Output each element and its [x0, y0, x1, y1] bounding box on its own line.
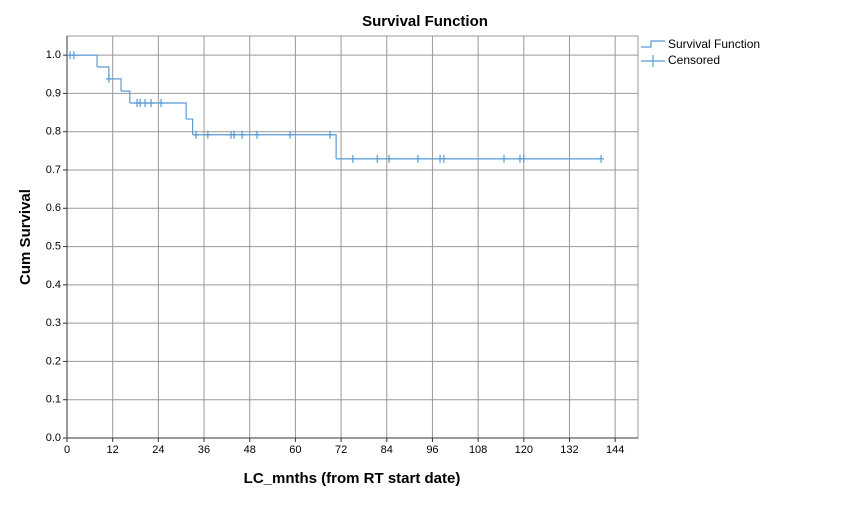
y-axis-label: Cum Survival: [17, 189, 34, 285]
censored-mark: [70, 51, 77, 60]
y-tick-label: 0.0: [46, 432, 61, 444]
plot-area: [66, 35, 639, 439]
censored-mark: [204, 130, 211, 139]
censored-mark: [158, 99, 165, 107]
x-tick-label: 0: [64, 444, 70, 456]
x-tick-label: 96: [426, 444, 438, 456]
y-tick-label: 0.3: [46, 317, 61, 329]
survival-step: [97, 66, 110, 79]
censored-mark: [239, 130, 246, 139]
censored-mark: [349, 154, 356, 163]
survival-step: [121, 90, 131, 103]
x-tick-label: 84: [381, 444, 393, 456]
x-tick-label: 120: [515, 444, 533, 456]
censored-mark: [501, 154, 508, 163]
y-tick-label: 1.0: [46, 49, 61, 61]
survival-step: [67, 54, 98, 68]
censored-mark: [386, 154, 393, 163]
y-tick-label: 0.8: [46, 126, 61, 138]
censored-mark: [193, 130, 200, 139]
censored-mark: [414, 154, 421, 163]
legend-label: Survival Function: [668, 37, 760, 51]
x-tick-label: 60: [289, 444, 301, 456]
x-tick-label: 108: [469, 444, 487, 456]
censored-mark: [520, 154, 527, 163]
y-tick-label: 0.2: [46, 355, 61, 367]
legend-label: Censored: [668, 53, 720, 67]
censored-mark: [231, 130, 238, 139]
legend-swatch: [641, 55, 665, 67]
y-tick-label: 0.5: [46, 240, 61, 252]
legend-swatch: [641, 40, 665, 48]
censored-mark: [374, 154, 381, 163]
censored-mark: [142, 99, 149, 107]
y-tick-label: 0.7: [46, 164, 61, 176]
x-tick-label: 12: [107, 444, 119, 456]
survival-step: [192, 134, 337, 159]
x-tick-label: 72: [335, 444, 347, 456]
y-tick-label: 0.9: [46, 87, 61, 99]
censored-mark: [327, 130, 334, 139]
x-axis-label: LC_mnths (from RT start date): [244, 470, 461, 487]
censored-mark: [105, 74, 112, 83]
x-tick-label: 144: [606, 444, 624, 456]
survival-step: [108, 78, 122, 92]
y-tick-label: 0.4: [46, 279, 61, 291]
x-tick-label: 48: [244, 444, 256, 456]
survival-step: [186, 118, 194, 135]
chart-title: Survival Function: [362, 13, 488, 30]
censored-mark: [287, 130, 294, 139]
x-tick-label: 24: [152, 444, 164, 456]
x-tick-label: 132: [560, 444, 578, 456]
x-tick-label: 36: [198, 444, 210, 456]
y-tick-label: 0.1: [46, 394, 61, 406]
censored-mark: [148, 99, 155, 107]
y-tick-label: 0.6: [46, 202, 61, 214]
censored-mark: [253, 130, 260, 139]
censored-mark: [598, 154, 605, 163]
censored-mark: [440, 154, 447, 163]
